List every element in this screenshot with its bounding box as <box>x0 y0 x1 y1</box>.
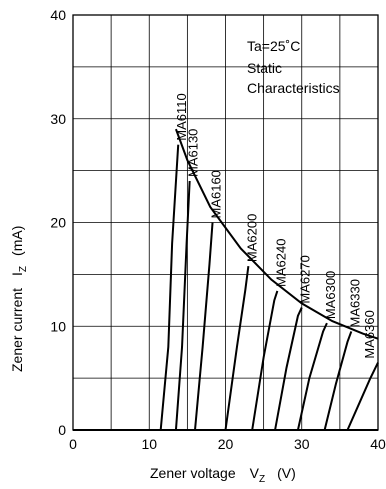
y-tick-label: 10 <box>50 318 66 334</box>
series-line-ma6360 <box>346 362 379 431</box>
grid <box>73 15 378 430</box>
y-axis-label: Zener current IZ (mA) <box>9 226 29 372</box>
series-label-ma6300: MA6300 <box>323 271 338 319</box>
series-label-ma6270: MA6270 <box>298 255 313 303</box>
x-axis-label-symbol: V <box>250 465 260 481</box>
limit-curve <box>174 128 379 340</box>
x-tick-label: 40 <box>370 436 386 452</box>
axis-ticks: 0 10 20 30 40 0 10 20 30 40 <box>50 7 386 452</box>
y-axis-label-subscript: Z <box>18 266 29 272</box>
series-line-ma6200 <box>224 265 250 431</box>
annotation-line-3: Characteristics <box>247 80 340 96</box>
series-line-ma6130 <box>174 180 191 431</box>
series-line-ma6160 <box>194 222 214 431</box>
x-axis-label-unit: (V) <box>277 465 296 481</box>
y-tick-label: 20 <box>50 215 66 231</box>
y-axis-label-main: Zener current <box>9 288 25 372</box>
series-line-ma6330 <box>323 331 353 431</box>
x-tick-label: 10 <box>141 436 157 452</box>
annotation-line-1: Ta=25˚C <box>247 38 300 54</box>
y-tick-label: 40 <box>50 7 66 23</box>
series-line-ma6300 <box>296 322 328 431</box>
annotation: Ta=25˚C Static Characteristics <box>247 38 340 96</box>
series-curves <box>73 144 379 431</box>
x-axis-label: Zener voltage VZ (V) <box>150 465 296 485</box>
series-label-ma6160: MA6160 <box>209 170 224 218</box>
x-tick-label: 30 <box>294 436 310 452</box>
series-label-ma6110: MA6110 <box>174 93 189 140</box>
series-line-ma6270 <box>274 307 303 431</box>
series-line-ma6110 <box>159 144 180 431</box>
y-axis-label-unit: (mA) <box>9 226 25 256</box>
x-tick-label: 20 <box>218 436 234 452</box>
y-tick-label: 30 <box>50 111 66 127</box>
y-tick-label: 0 <box>58 422 66 438</box>
series-label-ma6240: MA6240 <box>273 239 288 287</box>
series-label-ma6130: MA6130 <box>186 129 201 177</box>
annotation-line-2: Static <box>247 60 282 76</box>
series-label-ma6330: MA6330 <box>347 279 362 327</box>
series-label-ma6200: MA6200 <box>244 214 259 262</box>
x-tick-label: 0 <box>69 436 77 452</box>
x-axis-label-main: Zener voltage <box>150 465 236 481</box>
x-axis-label-subscript: Z <box>259 474 265 485</box>
y-axis-label-symbol: I <box>9 272 25 276</box>
series-line-ma6240 <box>251 290 279 431</box>
series-label-ma6360: MA6360 <box>362 310 377 358</box>
